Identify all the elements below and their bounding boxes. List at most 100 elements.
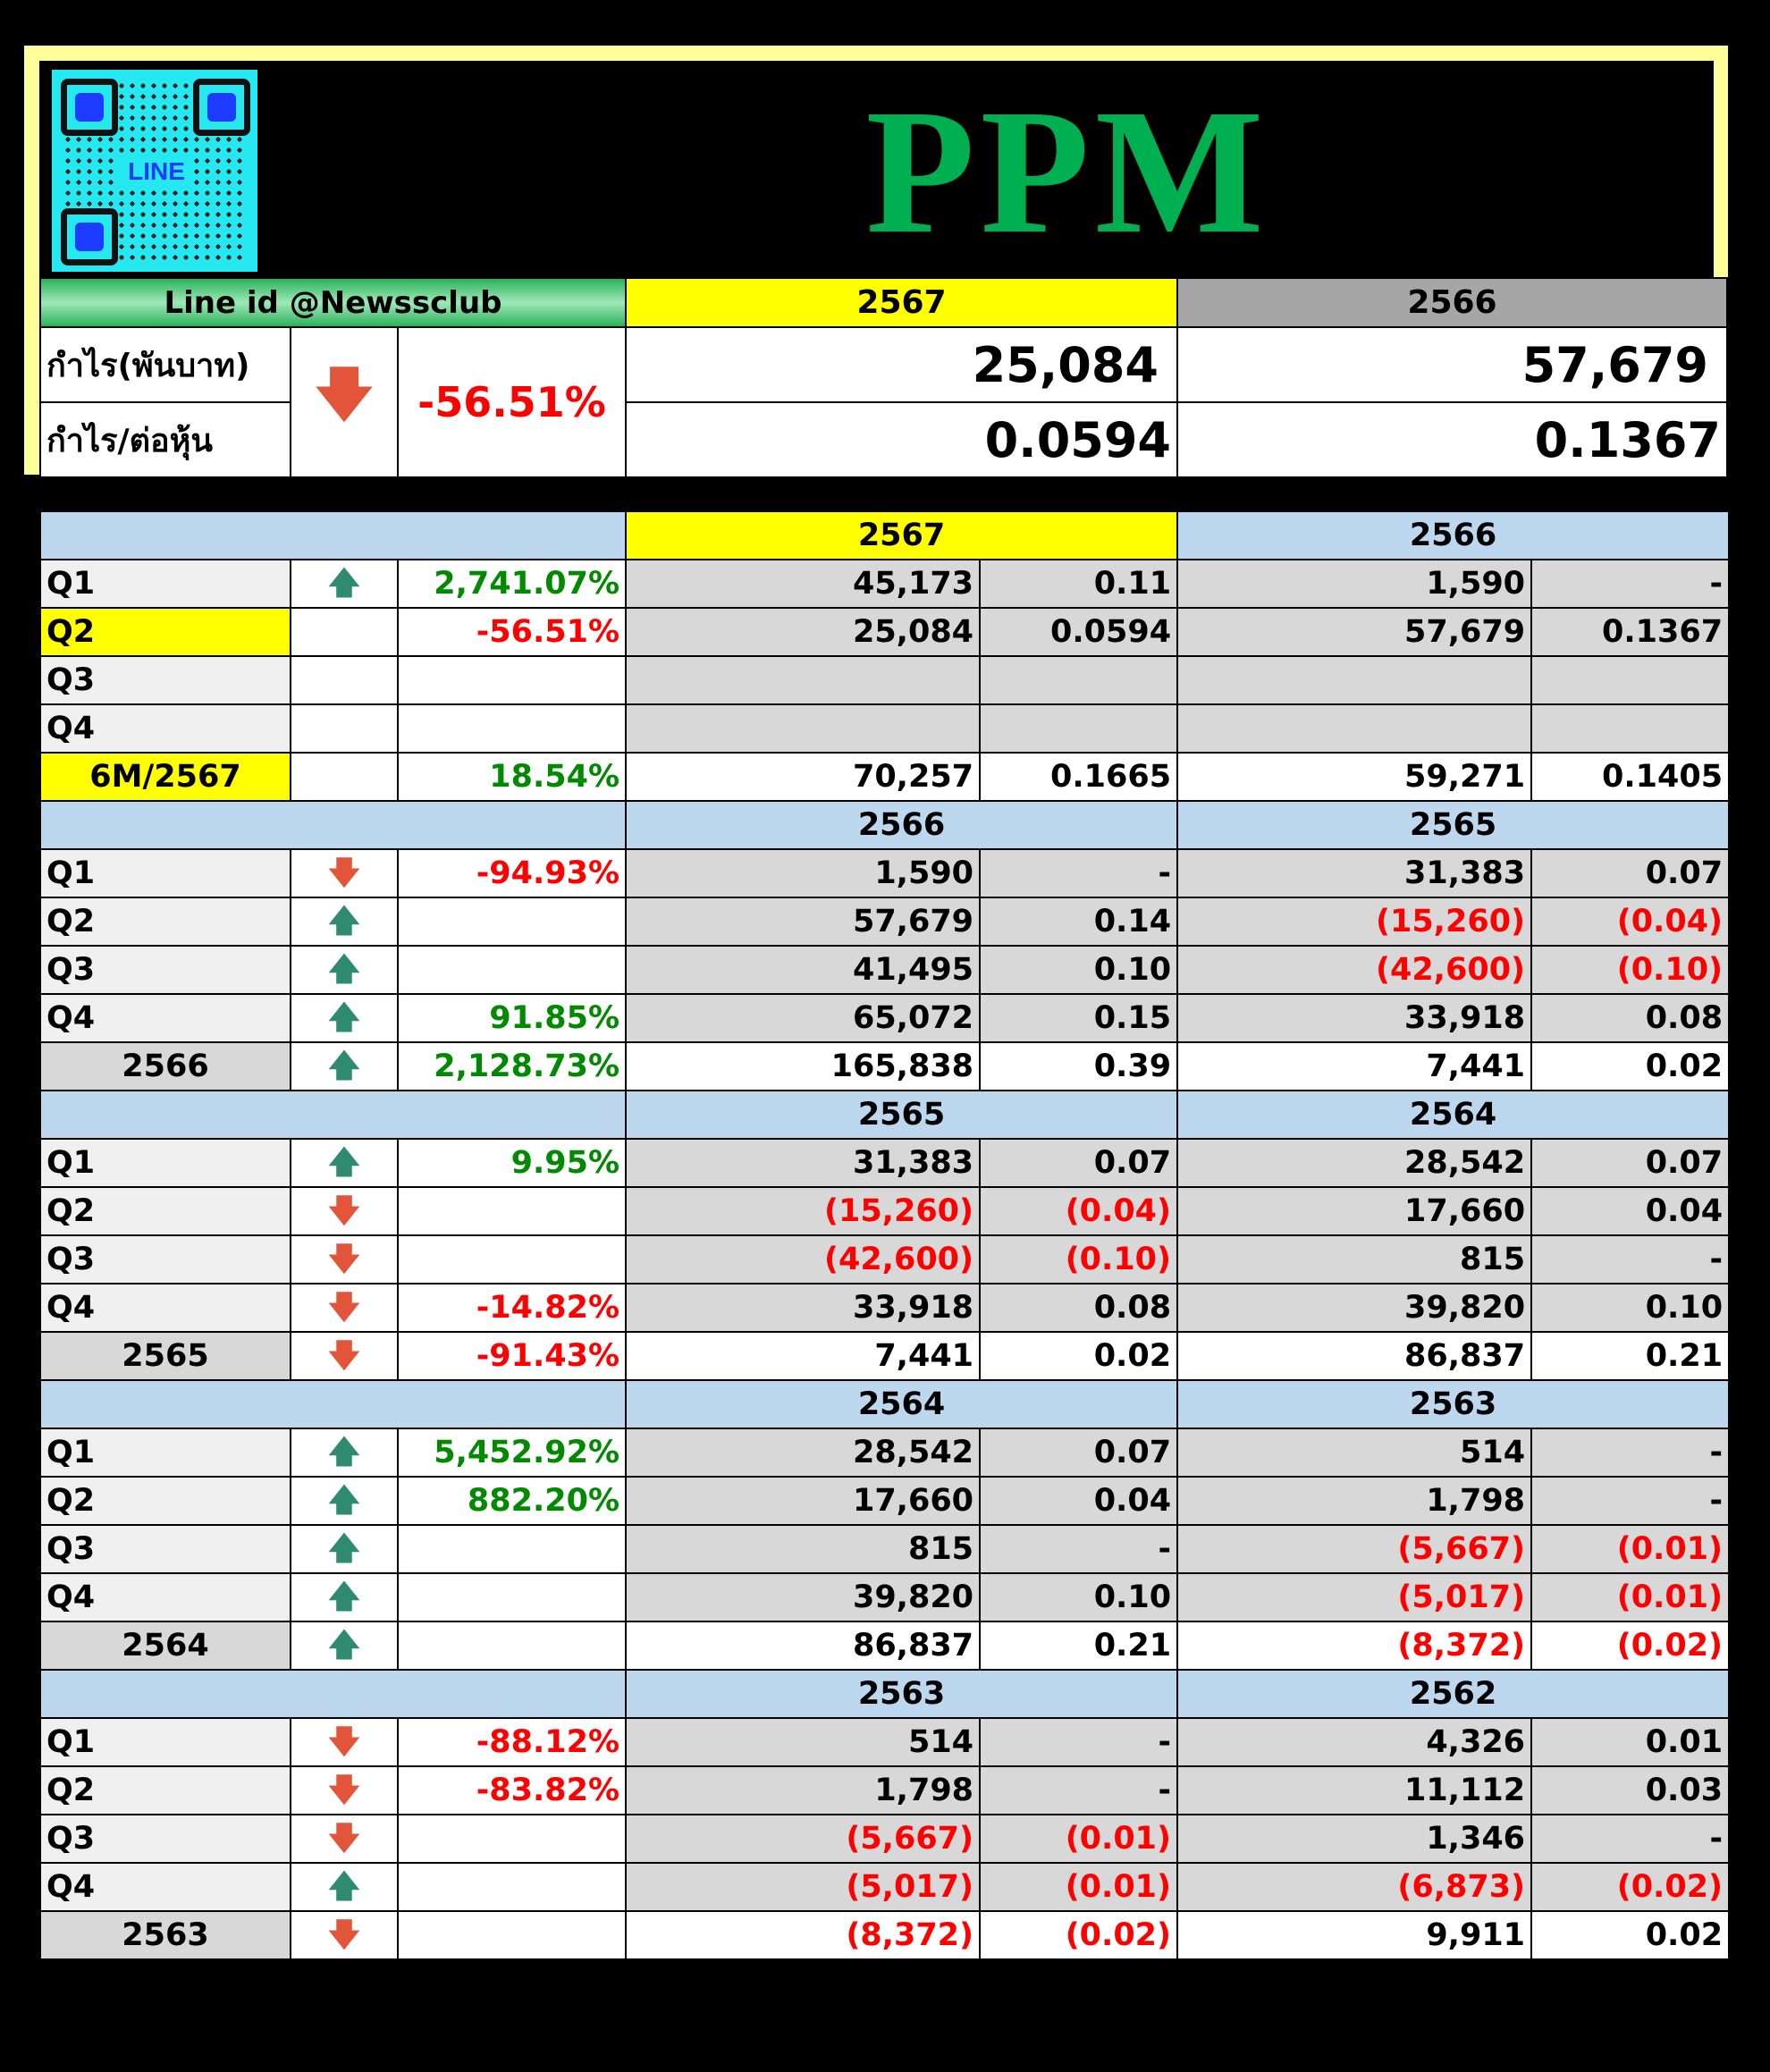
section-year-b: 2563 xyxy=(1176,1379,1731,1429)
section-header-row: 2563 2562 xyxy=(38,1669,1731,1719)
change-pct xyxy=(396,703,628,754)
profit-year-b: 11,112 xyxy=(1176,1765,1533,1815)
change-pct: -14.82% xyxy=(396,1283,628,1333)
quarterly-results-table: 2567 2566 Q1 🡅 2,741.07% 45,173 0.11 1,590- Q2 -5… xyxy=(38,510,1731,1960)
up-arrow-icon: 🡅 xyxy=(290,897,399,947)
profit-year-a: 41,495 xyxy=(625,945,982,995)
up-arrow-icon: 🡅 xyxy=(290,993,399,1043)
change-pct xyxy=(396,1862,628,1912)
stock-symbol-title: PPM xyxy=(865,73,1269,271)
profit-year-a: 25,084 xyxy=(625,607,982,657)
eps-year-a: 0.07 xyxy=(979,1428,1179,1478)
change-pct xyxy=(396,1186,628,1236)
eps-year-a: 0.1665 xyxy=(979,752,1179,802)
profit-year-a: 70,257 xyxy=(625,752,982,802)
change-pct: -94.93% xyxy=(396,848,628,898)
profit-year-b: (8,372) xyxy=(1176,1621,1533,1671)
total-row: 2565 🡇 -91.43% 7,441 0.02 86,837 0.21 xyxy=(39,1331,1731,1381)
profit-year-a: 1,590 xyxy=(625,848,982,898)
down-arrow-icon: 🡇 xyxy=(290,1814,399,1864)
eps-year-a: - xyxy=(979,1765,1179,1815)
change-pct: 18.54% xyxy=(396,752,628,802)
row-label: Q2 xyxy=(39,1476,291,1526)
eps-year-b: 0.07 xyxy=(1530,848,1731,898)
row-label: Q4 xyxy=(39,703,291,754)
change-pct: -83.82% xyxy=(396,1765,628,1815)
section-year-a: 2566 xyxy=(625,800,1179,850)
quarter-row: Q3 🡇 (5,667) (0.01) 1,346- xyxy=(39,1814,1731,1864)
eps-year-a: (0.04) xyxy=(979,1186,1179,1236)
down-arrow-icon: 🡇 xyxy=(290,1331,399,1381)
eps-year-a: 0.21 xyxy=(979,1621,1179,1671)
profit-year-a: 65,072 xyxy=(625,993,982,1043)
profit-year-a: 7,441 xyxy=(625,1331,982,1381)
change-pct xyxy=(396,897,628,947)
profit-year-b: (5,667) xyxy=(1176,1524,1533,1574)
summary-change-pct: -56.51% xyxy=(397,326,627,478)
quarter-row: Q4 xyxy=(39,703,1731,754)
profit-year-b: 17,660 xyxy=(1176,1186,1533,1236)
profit-year-b: 1,590 xyxy=(1176,559,1533,609)
profit-year-a xyxy=(625,655,982,705)
section-header-row: 2566 2565 xyxy=(38,800,1731,850)
up-arrow-icon: 🡅 xyxy=(290,1862,399,1912)
row-label: Q1 xyxy=(39,1717,291,1767)
change-pct: 882.20% xyxy=(396,1476,628,1526)
section-header-blank xyxy=(38,1090,628,1140)
eps-year-b: - xyxy=(1530,1476,1731,1526)
eps-year-b: (0.02) xyxy=(1530,1862,1731,1912)
eps-year-a: 0.39 xyxy=(979,1041,1179,1091)
profit-year-b: (5,017) xyxy=(1176,1572,1533,1622)
change-pct xyxy=(396,1621,628,1671)
summary-table: Line id @Newssclub 2567 2566 กำไร(พันบาท… xyxy=(39,277,1728,478)
profit-year-a: 86,837 xyxy=(625,1621,982,1671)
profit-year-b: 57,679 xyxy=(1176,607,1533,657)
quarter-row: Q4 🡇 -14.82% 33,918 0.08 39,820 0.10 xyxy=(39,1283,1731,1333)
row-label: 2566 xyxy=(39,1041,291,1091)
row-label: Q4 xyxy=(39,993,291,1043)
arrow-cell xyxy=(290,703,399,754)
profit-year-b: 7,441 xyxy=(1176,1041,1533,1091)
profit-year-b: 86,837 xyxy=(1176,1331,1533,1381)
eps-year-b: - xyxy=(1530,559,1731,609)
eps-year-a: 0.14 xyxy=(979,897,1179,947)
profit-year-b: 33,918 xyxy=(1176,993,1533,1043)
row-label: Q2 xyxy=(39,607,291,657)
profit-year-a: 33,918 xyxy=(625,1283,982,1333)
eps-year-b: 0.07 xyxy=(1530,1138,1731,1188)
quarter-row: Q1 🡅 9.95% 31,383 0.07 28,542 0.07 xyxy=(39,1138,1731,1188)
change-pct xyxy=(396,1234,628,1284)
total-row: 2564 🡅 86,837 0.21 (8,372) (0.02) xyxy=(39,1621,1731,1671)
quarter-row: Q2 🡅 882.20% 17,660 0.04 1,798- xyxy=(39,1476,1731,1526)
eps-year-b: (0.02) xyxy=(1530,1621,1731,1671)
profit-year-a xyxy=(625,703,982,754)
eps-year-a: 0.11 xyxy=(979,559,1179,609)
eps-year-b: - xyxy=(1530,1814,1731,1864)
eps-year-b: (0.01) xyxy=(1530,1572,1731,1622)
section-header-blank xyxy=(38,510,628,560)
total-row: 6M/2567 18.54% 70,257 0.1665 59,271 0.1405 xyxy=(39,752,1731,802)
up-arrow-icon: 🡅 xyxy=(290,1524,399,1574)
row-label: Q3 xyxy=(39,1524,291,1574)
eps-year-a xyxy=(979,655,1179,705)
row-label: Q3 xyxy=(39,1814,291,1864)
eps-year-a: 0.02 xyxy=(979,1331,1179,1381)
quarter-row: Q3 🡅 41,495 0.10 (42,600) (0.10) xyxy=(39,945,1731,995)
section-year-b: 2562 xyxy=(1176,1669,1731,1719)
row-label: 6M/2567 xyxy=(39,752,291,802)
down-arrow-icon: 🡇 xyxy=(290,326,399,478)
section-header-row: 2564 2563 xyxy=(38,1379,1731,1429)
up-arrow-icon: 🡅 xyxy=(290,559,399,609)
change-pct: 2,741.07% xyxy=(396,559,628,609)
eps-year-a: - xyxy=(979,1717,1179,1767)
row-label: Q1 xyxy=(39,559,291,609)
up-arrow-icon: 🡅 xyxy=(290,1428,399,1478)
line-qr-code[interactable]: LINE xyxy=(52,70,257,272)
eps-year-b: 0.01 xyxy=(1530,1717,1731,1767)
quarter-row: Q1 🡇 -94.93% 1,590-31,383 0.07 xyxy=(39,848,1731,898)
section-year-a: 2565 xyxy=(625,1090,1179,1140)
profit-year-a: (5,667) xyxy=(625,1814,982,1864)
row-label: Q3 xyxy=(39,1234,291,1284)
quarter-row: Q3 🡅 815- (5,667) (0.01) xyxy=(39,1524,1731,1574)
profit-year-b: 4,326 xyxy=(1176,1717,1533,1767)
